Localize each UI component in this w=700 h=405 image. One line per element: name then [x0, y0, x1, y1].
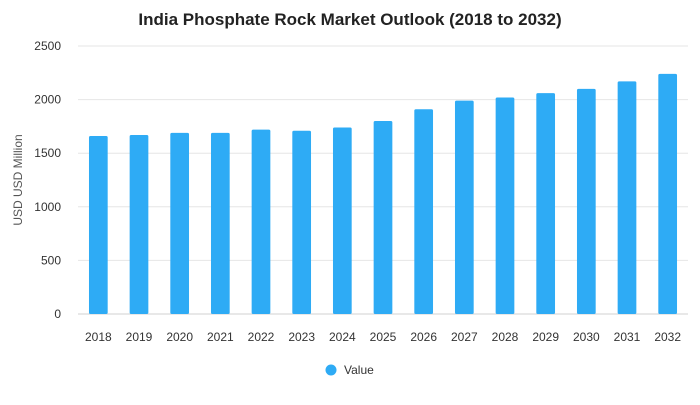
x-tick-label: 2027 [451, 330, 478, 344]
bar [210, 132, 230, 314]
bar [373, 121, 393, 314]
y-axis-title: USD USD Million [11, 134, 25, 225]
legend-swatch [325, 364, 337, 376]
y-tick-label: 500 [41, 253, 61, 267]
bar [617, 81, 637, 314]
bar [170, 132, 190, 314]
bar [88, 136, 108, 314]
legend[interactable]: Value [325, 363, 375, 377]
x-tick-label: 2031 [614, 330, 641, 344]
x-tick-label: 2019 [126, 330, 153, 344]
x-tick-label: 2030 [573, 330, 600, 344]
x-tick-label: 2029 [532, 330, 559, 344]
bar [129, 134, 149, 314]
x-tick-label: 2025 [370, 330, 397, 344]
bar [454, 100, 474, 314]
x-tick-label: 2020 [166, 330, 193, 344]
x-tick-label: 2022 [248, 330, 275, 344]
x-tick-label: 2024 [329, 330, 356, 344]
bar [414, 109, 434, 314]
y-tick-label: 2500 [34, 39, 61, 53]
x-tick-label: 2023 [288, 330, 315, 344]
x-tick-label: 2028 [492, 330, 519, 344]
chart-title: India Phosphate Rock Market Outlook (201… [138, 10, 561, 29]
x-tick-label: 2026 [410, 330, 437, 344]
y-axis-ticks: 0 500 1000 1500 2000 2500 [34, 39, 61, 321]
bars [88, 73, 678, 315]
x-tick-label: 2018 [85, 330, 112, 344]
y-tick-label: 1500 [34, 146, 61, 160]
x-axis-ticks: 2018 2019 2020 2021 2022 2023 2024 2025 2026 2027… [85, 330, 681, 344]
bar [576, 88, 596, 314]
bar [658, 73, 678, 314]
x-tick-label: 2021 [207, 330, 234, 344]
bar [251, 129, 271, 314]
bar [332, 127, 352, 314]
legend-label: Value [344, 363, 374, 377]
y-tick-label: 2000 [34, 93, 61, 107]
y-tick-label: 0 [54, 307, 61, 321]
bar [292, 130, 312, 314]
bar [495, 97, 515, 315]
bar [536, 93, 556, 314]
x-tick-label: 2032 [654, 330, 681, 344]
y-tick-label: 1000 [34, 200, 61, 214]
